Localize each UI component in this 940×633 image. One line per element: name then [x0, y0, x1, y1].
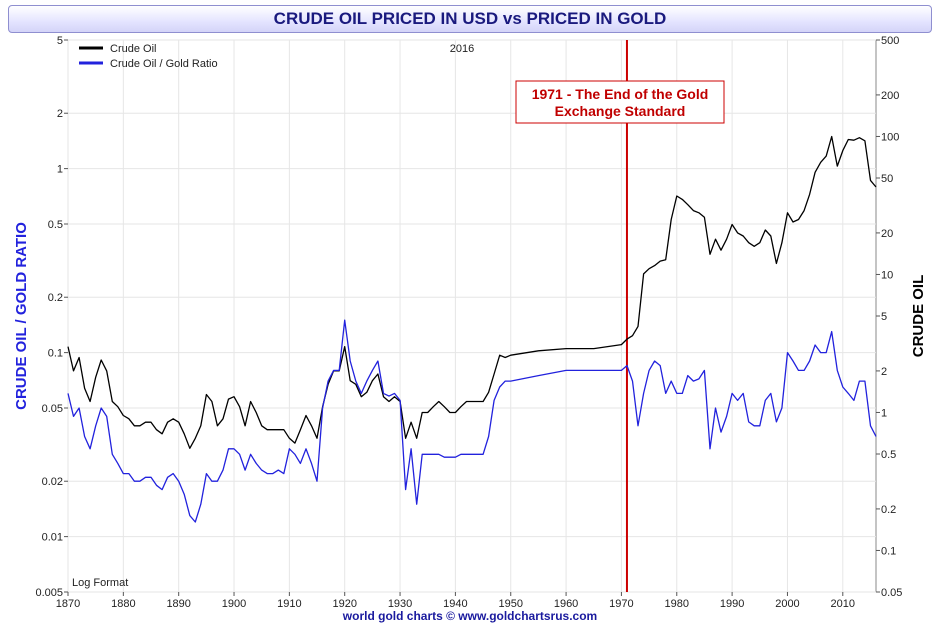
left-tick-label-9: 0.005: [35, 587, 63, 599]
x-tick-label-10: 1970: [609, 598, 633, 610]
series-group: [67, 135, 877, 523]
format-label: Log Format: [72, 577, 128, 589]
annotation-box: 1971 - The End of the Gold Exchange Stan…: [515, 80, 725, 124]
right-tick-label-11: 0.1: [881, 545, 896, 557]
x-tick-label-1: 1880: [111, 598, 135, 610]
right-tick-label-3: 50: [881, 173, 893, 185]
y-axis-title-left: CRUDE OIL / GOLD RATIO: [13, 222, 30, 410]
right-tick-label-6: 5: [881, 311, 887, 323]
x-tick-label-0: 1870: [56, 598, 80, 610]
x-tick-label-5: 1920: [332, 598, 356, 610]
annotation-line-1: 1971 - The End of the Gold: [532, 86, 709, 102]
left-tick-label-0: 5: [57, 35, 63, 47]
x-tick-label-7: 1940: [443, 598, 467, 610]
left-tick-label-6: 0.05: [42, 403, 63, 415]
annotation-frame: [515, 80, 725, 124]
left-tick-label-2: 1: [57, 164, 63, 176]
right-tick-label-9: 0.5: [881, 449, 896, 461]
right-tick-label-4: 20: [881, 228, 893, 240]
x-tick-label-9: 1960: [554, 598, 578, 610]
left-tick-label-8: 0.01: [42, 532, 63, 544]
left-tick-label-4: 0.2: [48, 292, 63, 304]
x-tick-label-6: 1930: [388, 598, 412, 610]
left-tick-label-3: 0.5: [48, 219, 63, 231]
right-axis: 500 200 100 50 20 10 5 2 1 0.5 0.2 0.1 0.05: [876, 35, 902, 599]
legend-label-crude-oil: Crude Oil: [110, 43, 156, 55]
x-tick-label-13: 2000: [775, 598, 799, 610]
left-tick-label-7: 0.02: [42, 476, 63, 488]
right-tick-label-0: 500: [881, 35, 899, 47]
left-tick-label-5: 0.1: [48, 348, 63, 360]
right-tick-label-12: 0.05: [881, 587, 902, 599]
series-line-oil-gold-ratio: [67, 319, 877, 523]
plot-area: [67, 39, 877, 593]
right-tick-label-8: 1: [881, 407, 887, 419]
year-label: 2016: [450, 43, 474, 55]
x-tick-label-11: 1980: [665, 598, 689, 610]
chart-title: CRUDE OIL PRICED IN USD vs PRICED IN GOL…: [8, 5, 932, 33]
left-axis: 5 2 1 0.5 0.2 0.1 0.05 0.02 0.01 0.005: [35, 35, 68, 599]
x-axis: 1870 1880 1890 1900 1910 1920 1930 1940 1950 1960…: [56, 592, 855, 610]
x-tick-label-4: 1910: [277, 598, 301, 610]
legend-label-ratio: Crude Oil / Gold Ratio: [110, 58, 218, 70]
series-line-crude-oil: [67, 135, 877, 449]
right-tick-label-1: 200: [881, 90, 899, 102]
right-tick-label-2: 100: [881, 131, 899, 143]
left-tick-label-1: 2: [57, 108, 63, 120]
x-tick-label-2: 1890: [166, 598, 190, 610]
right-tick-label-7: 2: [881, 366, 887, 378]
legend: Crude Oil Crude Oil / Gold Ratio: [79, 43, 218, 70]
x-tick-label-3: 1900: [222, 598, 246, 610]
right-tick-label-10: 0.2: [881, 504, 896, 516]
x-tick-label-12: 1990: [720, 598, 744, 610]
x-tick-label-8: 1950: [498, 598, 522, 610]
footer-credit: world gold charts © www.goldchartsrus.co…: [342, 609, 598, 623]
grid-lines: [67, 39, 876, 593]
y-axis-title-right: CRUDE OIL: [910, 275, 927, 358]
annotation-line-2: Exchange Standard: [555, 103, 686, 119]
right-tick-label-5: 10: [881, 269, 893, 281]
x-tick-label-14: 2010: [831, 598, 855, 610]
